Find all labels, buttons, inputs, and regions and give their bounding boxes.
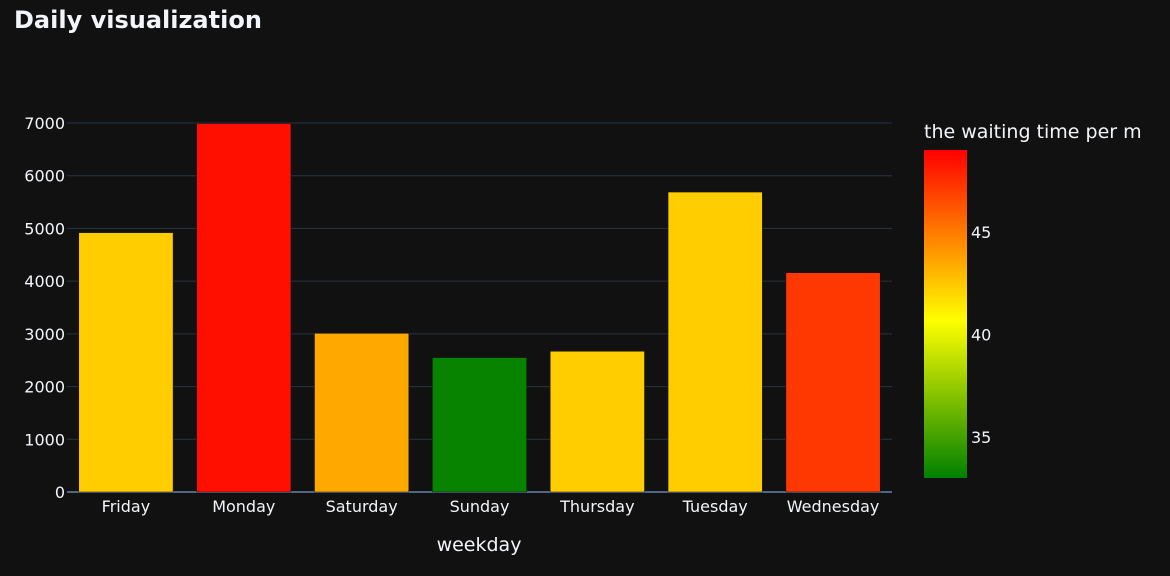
y-tick-labels: 0 1000 2000 3000 4000 5000 6000 7000 xyxy=(24,114,65,502)
colorbar-tick-label: 40 xyxy=(971,326,991,345)
bar-monday[interactable] xyxy=(196,123,292,493)
bar-friday[interactable] xyxy=(78,232,174,493)
colorbar-tick-label: 45 xyxy=(971,223,991,242)
bar-wednesday[interactable] xyxy=(785,272,881,493)
x-tick-label: Sunday xyxy=(450,497,510,516)
x-tick-label: Saturday xyxy=(326,497,398,516)
x-tick-label: Thursday xyxy=(559,497,634,516)
x-tick-label: Wednesday xyxy=(787,497,880,516)
y-tick-label: 1000 xyxy=(24,430,65,449)
colorbar-tick-label: 35 xyxy=(971,428,991,447)
colorbar: the waiting time per m 35 40 45 xyxy=(924,121,1142,478)
y-tick-label: 2000 xyxy=(24,378,65,397)
y-tick-label: 3000 xyxy=(24,325,65,344)
x-tick-labels: Friday Monday Saturday Sunday Thursday Tuesda… xyxy=(102,497,880,516)
bar-sunday[interactable] xyxy=(432,357,527,493)
bars xyxy=(78,123,881,493)
y-tick-label: 7000 xyxy=(24,114,65,133)
colorbar-tick-labels: 35 40 45 xyxy=(971,223,991,447)
y-tick-label: 5000 xyxy=(24,219,65,238)
x-tick-label: Tuesday xyxy=(682,497,748,516)
x-tick-label: Friday xyxy=(102,497,151,516)
x-tick-label: Monday xyxy=(212,497,275,516)
chart-title: Daily visualization xyxy=(14,6,262,34)
y-tick-label: 4000 xyxy=(24,272,65,291)
colorbar-gradient xyxy=(924,150,967,478)
bar-thursday[interactable] xyxy=(549,351,645,493)
bar-tuesday[interactable] xyxy=(667,191,763,493)
x-axis-title: weekday xyxy=(437,534,522,556)
y-tick-label: 0 xyxy=(55,483,65,502)
bar-saturday[interactable] xyxy=(314,333,410,493)
y-tick-label: 6000 xyxy=(24,167,65,186)
colorbar-title: the waiting time per m xyxy=(924,121,1142,143)
